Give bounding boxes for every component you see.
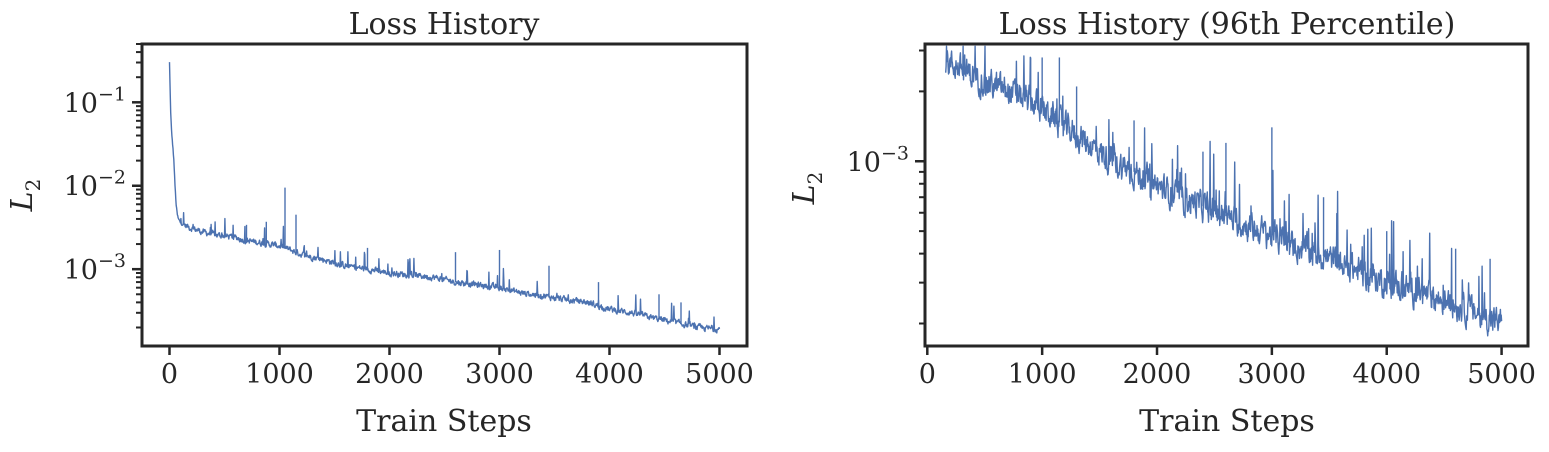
left-chart-xtick-label: 0 (161, 359, 178, 390)
left-chart-panel: Loss History Train Steps L2 0 1000 2000 300… (5, 7, 754, 439)
right-chart-xlabel: Train Steps (1139, 404, 1315, 439)
left-chart-ytick-label: 10−1 (64, 83, 126, 119)
left-chart-xtick-label: 4000 (575, 359, 644, 390)
right-chart-xtick-label: 0 (919, 359, 936, 390)
left-chart-xtick-label: 1000 (245, 359, 314, 390)
right-chart-ylabel-sub: 2 (803, 172, 827, 185)
right-chart-xtick-label: 4000 (1352, 359, 1421, 390)
right-chart-plot-area (945, 45, 1503, 337)
right-chart-ticks: 0 1000 2000 3000 4000 5000 10−3 (847, 49, 1536, 390)
left-chart-series-line (168, 62, 721, 334)
right-chart-title: Loss History (96th Percentile) (999, 7, 1456, 42)
left-chart-xlabel: Train Steps (356, 404, 532, 439)
left-chart-xtick-label: 5000 (685, 359, 754, 390)
left-chart-ylabel: L2 (5, 179, 45, 213)
left-chart-axes-frame (140, 42, 749, 348)
left-chart-xtick-label: 2000 (355, 359, 424, 390)
right-chart-xtick-label: 5000 (1467, 359, 1536, 390)
right-chart-xtick-label: 3000 (1238, 359, 1307, 390)
left-chart-ylabel-main: L (5, 191, 40, 212)
right-chart-ylabel: L2 (787, 172, 827, 206)
left-chart-ytick-label: 10−2 (64, 167, 126, 203)
left-chart-title: Loss History (349, 7, 540, 42)
right-chart-series-line (945, 45, 1503, 337)
right-chart-xtick-label: 1000 (1008, 359, 1077, 390)
left-chart-ylabel-sub: 2 (21, 179, 45, 192)
right-chart-ytick-label: 10−3 (847, 142, 909, 178)
left-chart-plot-area (168, 62, 721, 334)
right-chart-xtick-label: 2000 (1123, 359, 1192, 390)
right-chart-panel: Loss History (96th Percentile) Train Ste… (787, 7, 1536, 439)
right-chart-ylabel-main: L (787, 184, 822, 205)
left-chart-xtick-label: 3000 (465, 359, 534, 390)
right-chart-axes-frame (923, 42, 1530, 348)
left-chart-ticks: 0 1000 2000 3000 4000 5000 10−1 10−2 10−3 (64, 43, 754, 390)
left-chart-ytick-label: 10−3 (64, 250, 126, 286)
